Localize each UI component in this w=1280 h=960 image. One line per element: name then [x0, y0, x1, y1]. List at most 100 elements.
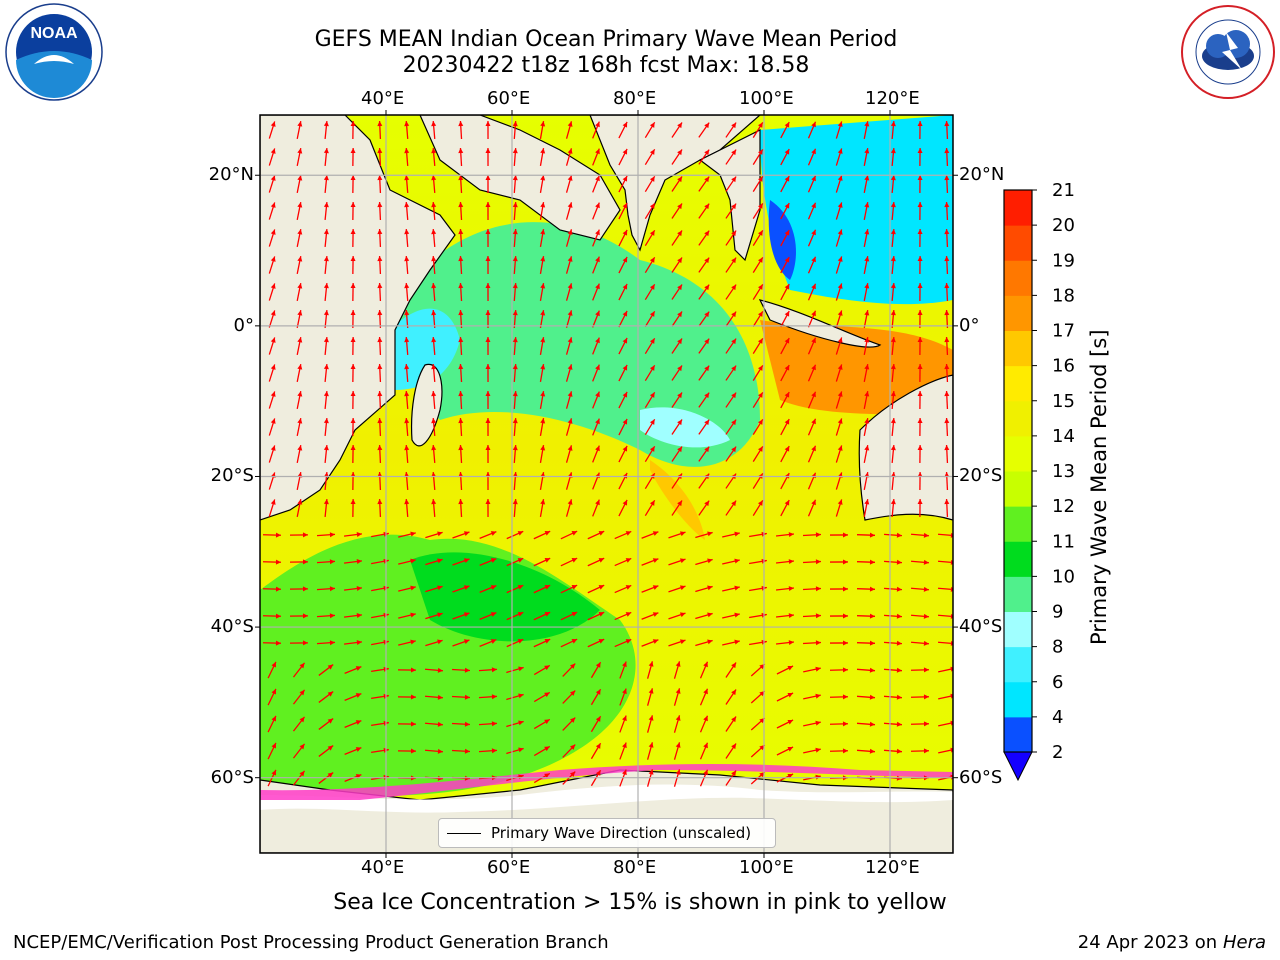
colorbar-segment	[1004, 541, 1032, 577]
wave-arrow-head	[567, 175, 573, 181]
wave-arrow-head	[625, 558, 632, 563]
wave-arrow-head	[788, 640, 794, 646]
wave-arrow-head	[622, 472, 628, 479]
wave-arrow-head	[517, 639, 524, 644]
wave-arrow-head	[540, 499, 546, 505]
wave-arrow-head	[731, 176, 737, 183]
wave-arrow-head	[431, 391, 437, 397]
colorbar-tick-label: 16	[1052, 356, 1075, 377]
x-tick-label-bottom: 120°E	[865, 857, 920, 878]
wave-arrow-head	[485, 418, 491, 424]
wave-arrow-head	[677, 500, 683, 507]
wave-arrow-head	[275, 586, 281, 592]
wave-arrow-head	[512, 283, 518, 289]
wave-arrow-head	[595, 148, 600, 155]
wave-arrow-head	[567, 364, 573, 370]
wave-arrow-head	[896, 748, 902, 754]
wave-arrow-head	[784, 284, 790, 290]
wave-arrow-head	[302, 586, 308, 592]
wave-arrow-head	[837, 445, 843, 451]
wave-arrow-head	[270, 391, 276, 397]
wave-arrow-head	[350, 364, 356, 370]
wave-arrow-head	[837, 499, 843, 505]
wave-arrow-head	[270, 310, 276, 316]
wave-arrow-head	[323, 499, 329, 505]
wave-arrow-head	[675, 769, 681, 775]
wave-arrow-head	[757, 392, 763, 398]
sumatra-java	[758, 299, 882, 348]
wave-arrow-head	[299, 770, 305, 777]
wave-arrow-head	[649, 176, 655, 182]
wave-arrow-head	[923, 559, 929, 565]
wave-arrow-head	[811, 499, 816, 506]
wave-arrow-head	[677, 230, 683, 237]
wave-arrow-head	[842, 532, 848, 538]
wave-arrow-head	[437, 585, 443, 591]
wave-arrow-head	[864, 229, 870, 235]
colorbar-extend	[1003, 751, 1033, 782]
wave-arrow-head	[917, 202, 923, 208]
south-china-sea-field	[760, 115, 953, 305]
wave-arrow-head	[437, 612, 443, 618]
wave-arrow-head	[270, 445, 276, 451]
wave-arrow-head	[869, 613, 875, 619]
wave-arrow-head	[890, 418, 896, 424]
wave-arrow-head	[437, 694, 443, 700]
wave-arrow-head	[598, 558, 605, 563]
wave-arrow-head	[377, 337, 383, 343]
wave-arrow-head	[431, 337, 437, 343]
wave-arrow-head	[567, 391, 573, 397]
wave-arrow-head	[464, 667, 470, 673]
wave-arrow-head	[356, 532, 362, 537]
y-tick-label-left: 40°S	[210, 616, 254, 638]
wave-arrow-head	[491, 721, 497, 727]
wave-arrow-head	[595, 662, 601, 668]
wave-arrow-head	[648, 742, 654, 748]
wave-arrow-head	[517, 612, 524, 617]
wave-arrow-head	[544, 585, 551, 590]
wave-arrow-head	[485, 148, 491, 154]
wave-arrow-head	[757, 338, 763, 344]
wave-arrow-head	[512, 310, 518, 316]
wave-arrow-head	[512, 337, 518, 343]
footer-date: 24 Apr 2023 on Hera	[1078, 932, 1266, 953]
wave-arrow-head	[297, 337, 303, 343]
wave-arrow-head	[485, 364, 491, 370]
wave-arrow-head	[410, 667, 416, 673]
colorbar-tick-label: 18	[1052, 285, 1075, 306]
wave-arrow-head	[923, 613, 929, 619]
colorbar-tick-label: 9	[1052, 602, 1063, 623]
colorbar-tick-label: 21	[1052, 180, 1075, 201]
wave-arrow-head	[784, 446, 790, 452]
wave-arrow-head	[622, 229, 628, 236]
wave-arrow-head	[356, 559, 362, 564]
wave-arrow-head	[297, 175, 303, 181]
wave-arrow-head	[323, 121, 329, 127]
wave-arrow-head	[350, 229, 356, 235]
wave-arrow-head	[463, 585, 470, 591]
colorbar-segment	[1004, 225, 1032, 261]
noaa-logo: NOAA	[4, 2, 104, 106]
wave-arrow-head	[569, 663, 576, 669]
wave-arrow-head	[350, 148, 356, 154]
wave-arrow-head	[677, 338, 683, 345]
wave-arrow-head	[512, 175, 518, 181]
wave-arrow-head	[622, 391, 628, 398]
wave-arrow-head	[869, 775, 875, 781]
wave-arrow-head	[350, 391, 356, 397]
wave-arrow-head	[327, 664, 334, 670]
svg-text:NOAA: NOAA	[30, 25, 78, 42]
wave-arrow-head	[299, 689, 305, 696]
wave-arrow-head	[270, 283, 276, 289]
wave-arrow-head	[704, 230, 710, 237]
wave-arrow-head	[648, 688, 654, 694]
y-tick-label-right: 40°S	[959, 616, 1003, 638]
wave-arrow-head	[622, 688, 627, 695]
wave-arrow-head	[350, 418, 356, 424]
colorbar-tick-label: 2	[1052, 742, 1063, 763]
wave-arrow-head	[377, 148, 383, 154]
wave-arrow-head	[811, 391, 816, 398]
wave-arrow-head	[377, 499, 383, 505]
wave-arrow-head	[431, 229, 437, 235]
colorbar-segment	[1004, 611, 1032, 648]
